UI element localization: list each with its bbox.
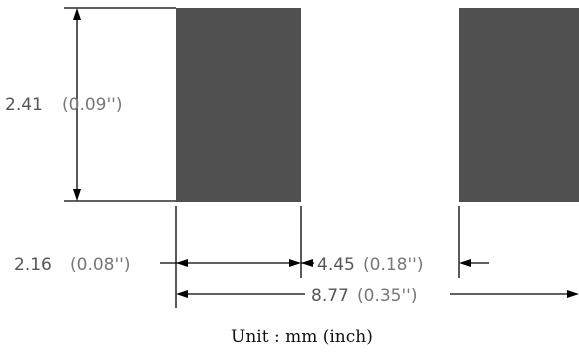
gap-inch: (0.18'') <box>363 255 423 275</box>
overall-arrow-right <box>567 290 579 298</box>
overall-value: 8.77 <box>311 286 349 306</box>
right-pad <box>459 8 579 202</box>
pad-width-value: 2.16 <box>14 255 52 275</box>
gap-arrow-left <box>301 259 313 267</box>
pad-height-inch: (0.09'') <box>62 95 122 115</box>
unit-label: Unit : mm (inch) <box>231 327 373 347</box>
pad-width-arrow-right <box>289 259 301 267</box>
pad-height-value: 2.41 <box>5 95 43 115</box>
left-pad <box>176 8 301 202</box>
gap-arrow-right <box>459 259 471 267</box>
height-arrow-top <box>73 8 81 20</box>
pad-width-arrow-left <box>176 259 188 267</box>
pad-width-inch: (0.08'') <box>70 255 130 275</box>
overall-arrow-left <box>176 290 188 298</box>
height-arrow-bottom <box>73 189 81 201</box>
overall-inch: (0.35'') <box>357 286 417 306</box>
gap-value: 4.45 <box>317 255 355 275</box>
